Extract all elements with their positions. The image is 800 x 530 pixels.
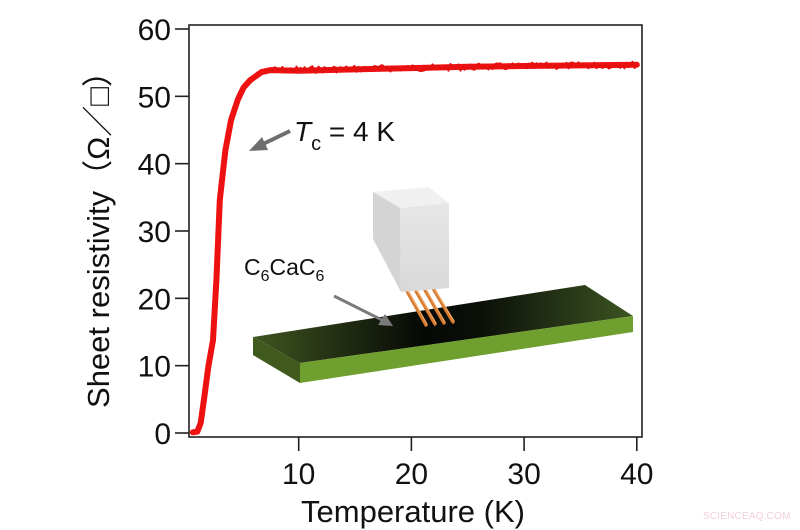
y-axis-ticks: 0 10 20 30 40 50 60 [138,14,189,451]
slab-front [300,316,633,383]
y-tick-label: 50 [138,81,171,114]
y-tick-label: 0 [154,418,171,451]
compound-arrow [333,294,393,326]
tc-annotation: Tc = 4 K [249,116,395,155]
svg-text:Tc = 4 K: Tc = 4 K [294,116,395,155]
y-tick-label: 30 [138,216,171,249]
y-axis-title: Sheet resistivity（Ω／□） [81,56,116,408]
x-tick-label: 10 [282,458,315,491]
x-tick-label: 20 [395,458,428,491]
y-tick-label: 10 [138,351,171,384]
compound-label: C6CaC6 [244,254,325,285]
slab-left-side [253,337,300,383]
x-axis-title: Temperature (K) [301,494,525,529]
watermark: SCIENCEAQ.COM [703,511,791,522]
resistivity-curve-noise [270,60,638,74]
inset-illustration: C6CaC6 [244,187,633,383]
y-tick-label: 60 [138,14,171,47]
y-tick-label: 20 [138,283,171,316]
x-tick-label: 40 [620,458,653,491]
probe-pins [405,288,455,327]
x-tick-label: 30 [507,458,540,491]
y-tick-label: 40 [138,149,171,182]
x-axis-ticks: 10 20 30 40 [282,437,653,491]
probe-block [373,187,449,292]
